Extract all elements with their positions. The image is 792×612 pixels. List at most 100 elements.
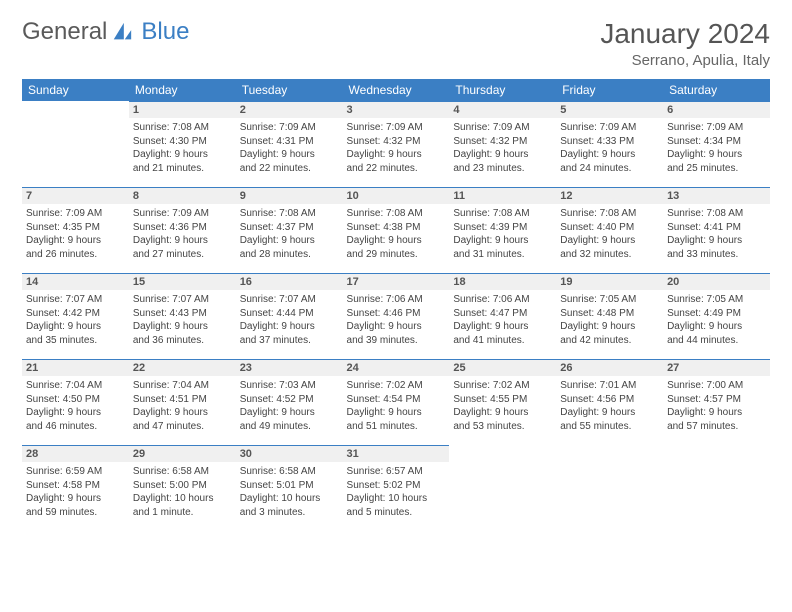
detail-line: and 37 minutes. bbox=[240, 334, 339, 348]
calendar-cell: 25Sunrise: 7:02 AMSunset: 4:55 PMDayligh… bbox=[449, 359, 556, 445]
calendar-cell: 9Sunrise: 7:08 AMSunset: 4:37 PMDaylight… bbox=[236, 187, 343, 273]
day-number: 18 bbox=[449, 273, 556, 290]
calendar-cell: 6Sunrise: 7:09 AMSunset: 4:34 PMDaylight… bbox=[663, 101, 770, 187]
day-number: 15 bbox=[129, 273, 236, 290]
detail-line: Sunrise: 6:58 AM bbox=[240, 465, 339, 479]
weekday-header: Monday bbox=[129, 79, 236, 101]
detail-line: Daylight: 9 hours bbox=[26, 492, 125, 506]
detail-line: Sunset: 4:37 PM bbox=[240, 221, 339, 235]
calendar-cell: 2Sunrise: 7:09 AMSunset: 4:31 PMDaylight… bbox=[236, 101, 343, 187]
detail-line: Sunrise: 7:09 AM bbox=[347, 121, 446, 135]
calendar-cell: 16Sunrise: 7:07 AMSunset: 4:44 PMDayligh… bbox=[236, 273, 343, 359]
day-number: 27 bbox=[663, 359, 770, 376]
detail-line: Sunset: 4:56 PM bbox=[560, 393, 659, 407]
detail-line: Daylight: 9 hours bbox=[133, 320, 232, 334]
detail-line: Daylight: 9 hours bbox=[26, 320, 125, 334]
calendar-head: SundayMondayTuesdayWednesdayThursdayFrid… bbox=[22, 79, 770, 101]
detail-line: Sunset: 4:43 PM bbox=[133, 307, 232, 321]
calendar-row: 21Sunrise: 7:04 AMSunset: 4:50 PMDayligh… bbox=[22, 359, 770, 445]
detail-line: Sunset: 4:38 PM bbox=[347, 221, 446, 235]
day-details: Sunrise: 7:08 AMSunset: 4:39 PMDaylight:… bbox=[449, 204, 556, 265]
detail-line: and 55 minutes. bbox=[560, 420, 659, 434]
detail-line: Daylight: 9 hours bbox=[347, 234, 446, 248]
calendar-cell: 22Sunrise: 7:04 AMSunset: 4:51 PMDayligh… bbox=[129, 359, 236, 445]
day-details: Sunrise: 7:09 AMSunset: 4:35 PMDaylight:… bbox=[22, 204, 129, 265]
detail-line: Daylight: 9 hours bbox=[240, 406, 339, 420]
detail-line: Sunrise: 7:07 AM bbox=[240, 293, 339, 307]
detail-line: Sunset: 5:01 PM bbox=[240, 479, 339, 493]
day-details: Sunrise: 7:03 AMSunset: 4:52 PMDaylight:… bbox=[236, 376, 343, 437]
detail-line: and 1 minute. bbox=[133, 506, 232, 520]
calendar-cell: 24Sunrise: 7:02 AMSunset: 4:54 PMDayligh… bbox=[343, 359, 450, 445]
day-number: 20 bbox=[663, 273, 770, 290]
day-details: Sunrise: 7:02 AMSunset: 4:54 PMDaylight:… bbox=[343, 376, 450, 437]
detail-line: and 57 minutes. bbox=[667, 420, 766, 434]
day-number: 6 bbox=[663, 101, 770, 118]
detail-line: Daylight: 9 hours bbox=[453, 148, 552, 162]
weekday-header: Thursday bbox=[449, 79, 556, 101]
day-details: Sunrise: 7:07 AMSunset: 4:42 PMDaylight:… bbox=[22, 290, 129, 351]
detail-line: Daylight: 9 hours bbox=[453, 320, 552, 334]
detail-line: Sunrise: 7:04 AM bbox=[26, 379, 125, 393]
detail-line: Daylight: 9 hours bbox=[26, 406, 125, 420]
detail-line: and 25 minutes. bbox=[667, 162, 766, 176]
day-details: Sunrise: 7:09 AMSunset: 4:32 PMDaylight:… bbox=[449, 118, 556, 179]
calendar-cell: 17Sunrise: 7:06 AMSunset: 4:46 PMDayligh… bbox=[343, 273, 450, 359]
calendar-cell: 15 Sunrise: 7:07 AMSunset: 4:43 PMDayligh… bbox=[129, 273, 236, 359]
detail-line: and 27 minutes. bbox=[133, 248, 232, 262]
detail-line: Daylight: 9 hours bbox=[133, 406, 232, 420]
day-details: Sunrise: 7:09 AMSunset: 4:36 PMDaylight:… bbox=[129, 204, 236, 265]
calendar-cell: 29Sunrise: 6:58 AMSunset: 5:00 PMDayligh… bbox=[129, 445, 236, 531]
detail-line: and 41 minutes. bbox=[453, 334, 552, 348]
detail-line: and 3 minutes. bbox=[240, 506, 339, 520]
detail-line: and 39 minutes. bbox=[347, 334, 446, 348]
detail-line: Sunrise: 7:05 AM bbox=[667, 293, 766, 307]
detail-line: Sunset: 4:40 PM bbox=[560, 221, 659, 235]
detail-line: Daylight: 9 hours bbox=[347, 148, 446, 162]
location: Serrano, Apulia, Italy bbox=[600, 52, 770, 69]
detail-line: Daylight: 9 hours bbox=[26, 234, 125, 248]
day-details: Sunrise: 7:08 AMSunset: 4:37 PMDaylight:… bbox=[236, 204, 343, 265]
detail-line: Daylight: 9 hours bbox=[453, 406, 552, 420]
calendar-body: 1Sunrise: 7:08 AMSunset: 4:30 PMDaylight… bbox=[22, 101, 770, 531]
day-number: 3 bbox=[343, 101, 450, 118]
detail-line: Sunrise: 7:02 AM bbox=[453, 379, 552, 393]
detail-line: Sunset: 4:31 PM bbox=[240, 135, 339, 149]
detail-line: Daylight: 9 hours bbox=[240, 320, 339, 334]
detail-line: Daylight: 9 hours bbox=[667, 234, 766, 248]
detail-line: Daylight: 10 hours bbox=[347, 492, 446, 506]
detail-line: and 5 minutes. bbox=[347, 506, 446, 520]
detail-line: Sunset: 4:42 PM bbox=[26, 307, 125, 321]
detail-line: Sunset: 4:47 PM bbox=[453, 307, 552, 321]
day-number: 2 bbox=[236, 101, 343, 118]
detail-line: Sunrise: 7:01 AM bbox=[560, 379, 659, 393]
detail-line: Sunset: 4:32 PM bbox=[347, 135, 446, 149]
detail-line: Sunset: 4:34 PM bbox=[667, 135, 766, 149]
detail-line: Daylight: 9 hours bbox=[667, 148, 766, 162]
day-number: 31 bbox=[343, 445, 450, 462]
detail-line: Daylight: 9 hours bbox=[560, 234, 659, 248]
day-number: 28 bbox=[22, 445, 129, 462]
calendar-cell: 14Sunrise: 7:07 AMSunset: 4:42 PMDayligh… bbox=[22, 273, 129, 359]
detail-line: Daylight: 9 hours bbox=[560, 406, 659, 420]
calendar-cell: 3 Sunrise: 7:09 AMSunset: 4:32 PMDaylight… bbox=[343, 101, 450, 187]
calendar-cell: 18Sunrise: 7:06 AMSunset: 4:47 PMDayligh… bbox=[449, 273, 556, 359]
header: General Blue January 2024 Serrano, Apuli… bbox=[22, 18, 770, 69]
brand-part2: Blue bbox=[141, 18, 189, 46]
day-number: 17 bbox=[343, 273, 450, 290]
day-details: Sunrise: 6:57 AMSunset: 5:02 PMDaylight:… bbox=[343, 462, 450, 523]
sail-icon bbox=[111, 21, 133, 43]
detail-line: Daylight: 9 hours bbox=[133, 148, 232, 162]
detail-line: Sunset: 4:50 PM bbox=[26, 393, 125, 407]
title-block: January 2024 Serrano, Apulia, Italy bbox=[600, 18, 770, 69]
day-details: Sunrise: 7:09 AMSunset: 4:33 PMDaylight:… bbox=[556, 118, 663, 179]
detail-line: and 46 minutes. bbox=[26, 420, 125, 434]
calendar-cell: 28Sunrise: 6:59 AMSunset: 4:58 PMDayligh… bbox=[22, 445, 129, 531]
detail-line: Sunrise: 7:08 AM bbox=[133, 121, 232, 135]
detail-line: Sunrise: 7:07 AM bbox=[133, 293, 232, 307]
calendar-cell: 26Sunrise: 7:01 AMSunset: 4:56 PMDayligh… bbox=[556, 359, 663, 445]
detail-line: Sunrise: 7:09 AM bbox=[26, 207, 125, 221]
detail-line: Daylight: 9 hours bbox=[240, 148, 339, 162]
detail-line: Sunrise: 7:09 AM bbox=[133, 207, 232, 221]
calendar-cell: 7Sunrise: 7:09 AMSunset: 4:35 PMDaylight… bbox=[22, 187, 129, 273]
